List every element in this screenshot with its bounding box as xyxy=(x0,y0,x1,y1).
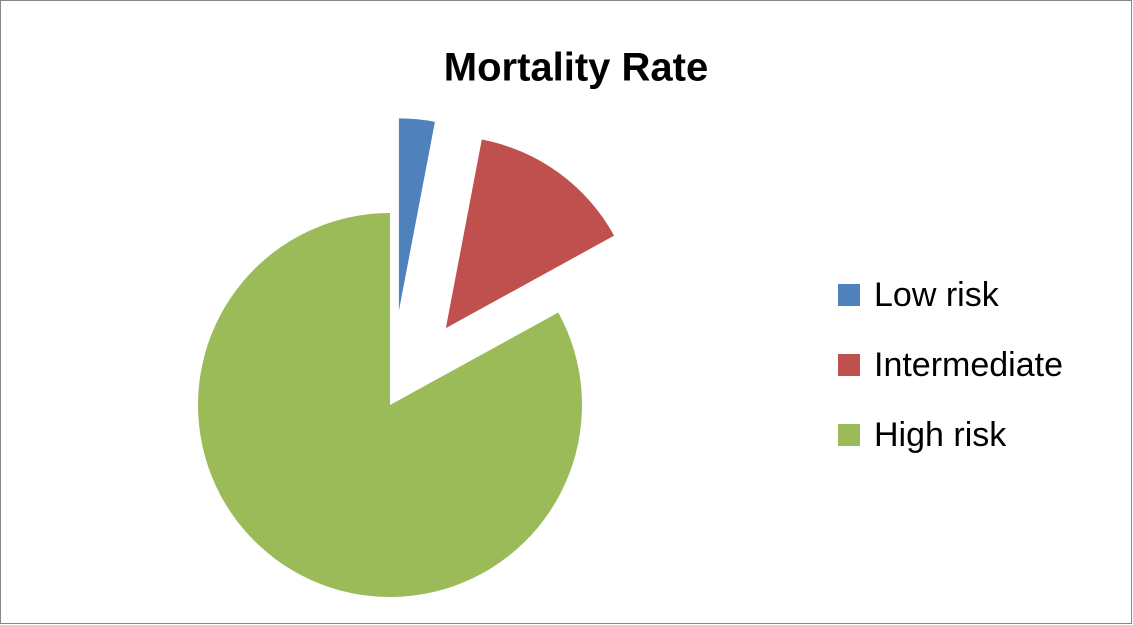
legend-swatch xyxy=(838,354,860,376)
chart-title: Mortality Rate xyxy=(444,46,709,90)
legend-swatch xyxy=(838,284,860,306)
pie-slice xyxy=(197,213,582,597)
legend-label: High risk xyxy=(874,416,1007,454)
pie-slice xyxy=(445,139,615,329)
pie-slice xyxy=(398,118,435,311)
legend-label: Low risk xyxy=(874,276,1000,314)
legend-swatch xyxy=(838,424,860,446)
legend-label: Intermediate xyxy=(874,346,1063,384)
